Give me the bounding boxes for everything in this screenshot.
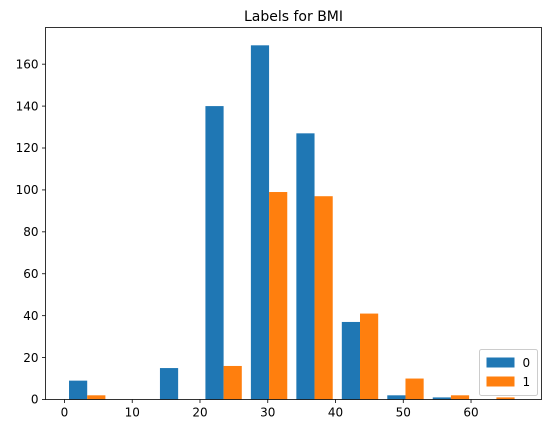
bar-series-1-bin-4 xyxy=(269,192,288,400)
bar-series-0-bin-4 xyxy=(250,45,270,400)
x-tick-label: 0 xyxy=(61,406,69,420)
x-axis: 0 10 20 30 40 50 60 xyxy=(61,399,479,420)
legend-label-0: 0 xyxy=(523,356,531,370)
y-tick-label: 160 xyxy=(16,57,39,71)
x-tick-label: 60 xyxy=(463,406,478,420)
bar-series-0-bin-7 xyxy=(387,395,406,400)
x-tick-label: 20 xyxy=(192,406,207,420)
legend-swatch-0 xyxy=(486,357,515,368)
y-tick-label: 80 xyxy=(23,225,38,239)
bar-series-1-bin-6 xyxy=(360,313,379,400)
plot-frame xyxy=(45,27,542,400)
y-tick-label: 40 xyxy=(23,309,38,323)
bar-series-1-bin-0 xyxy=(87,395,106,400)
bar-series-1-bin-5 xyxy=(314,196,333,400)
bar-series-0-bin-6 xyxy=(341,321,361,400)
bar-series-0-bin-0 xyxy=(69,380,88,400)
y-axis: 0 20 40 60 80 100 120 140 160 xyxy=(16,57,46,407)
bar-series-0-bin-2 xyxy=(159,368,179,400)
bar-series-1-bin-3 xyxy=(223,365,242,400)
bar-series-0-bin-8 xyxy=(432,397,451,400)
x-tick-label: 40 xyxy=(328,406,343,420)
y-tick-label: 60 xyxy=(23,267,38,281)
y-tick-label: 100 xyxy=(16,183,39,197)
y-tick-label: 0 xyxy=(31,393,39,407)
y-tick-label: 120 xyxy=(16,141,39,155)
x-tick-label: 30 xyxy=(260,406,275,420)
legend-swatch-1 xyxy=(486,376,515,387)
y-tick-label: 140 xyxy=(16,99,39,113)
y-tick-label: 20 xyxy=(23,351,38,365)
bar-series-1-bin-7 xyxy=(405,378,424,400)
x-tick-label: 50 xyxy=(396,406,411,420)
bars-group xyxy=(69,45,515,400)
bar-series-1-bin-8 xyxy=(450,395,470,400)
bar-series-1-bin-9 xyxy=(496,397,515,400)
legend-label-1: 1 xyxy=(523,375,531,389)
x-tick-label: 10 xyxy=(125,406,140,420)
bar-series-0-bin-3 xyxy=(205,106,224,400)
chart-title: Labels for BMI xyxy=(244,9,343,25)
legend: 01 xyxy=(479,349,538,396)
bar-series-0-bin-5 xyxy=(296,133,315,400)
